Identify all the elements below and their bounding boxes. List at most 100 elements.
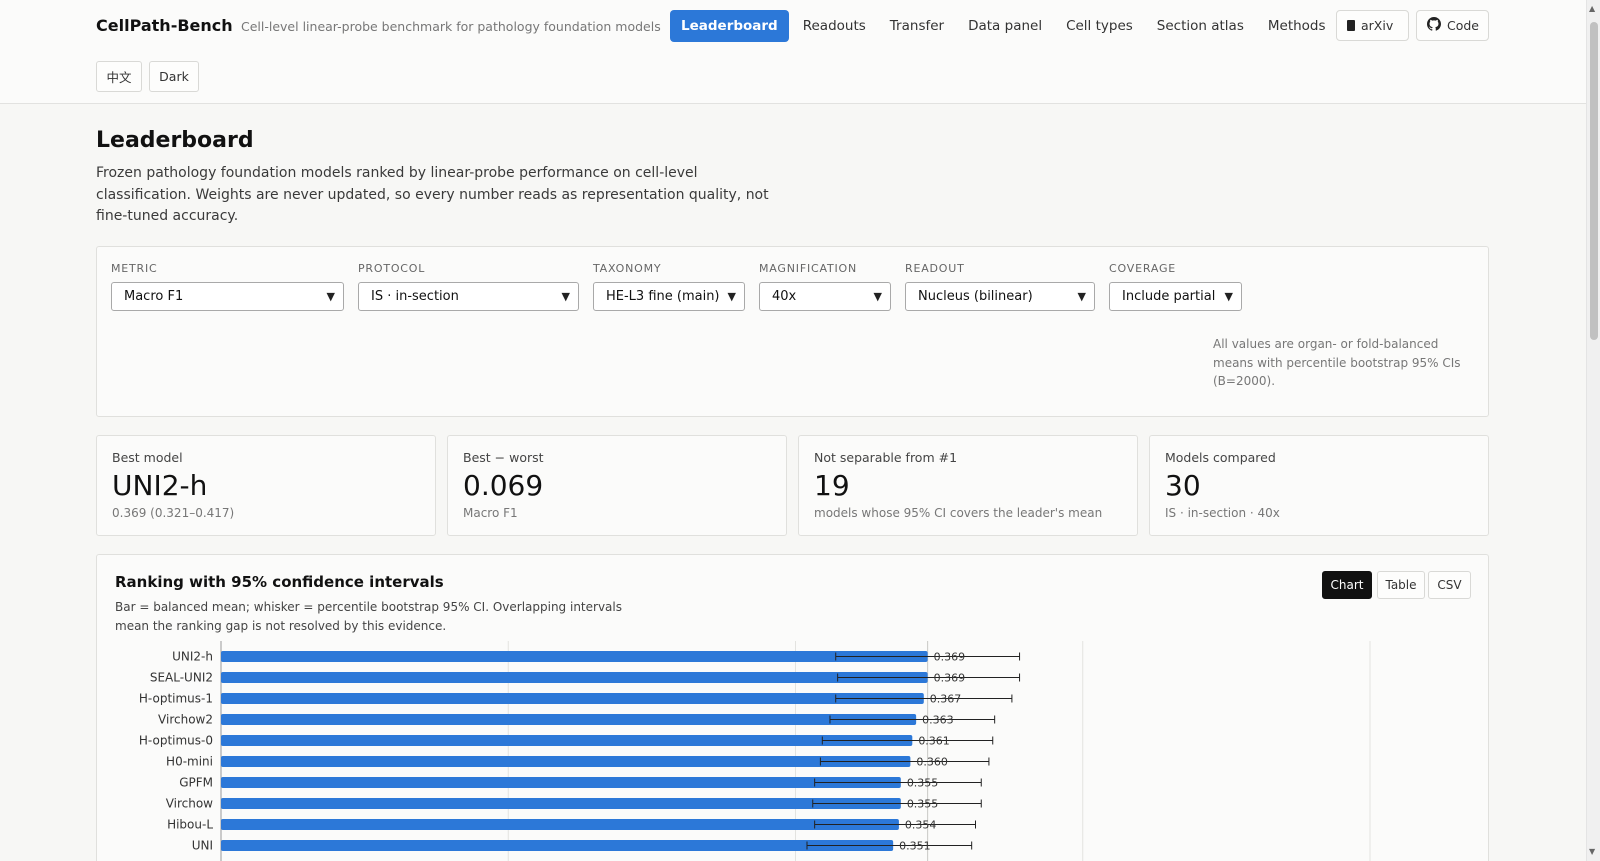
protocol-label: PROTOCOL xyxy=(358,262,426,275)
chevron-down-icon: ▼ xyxy=(873,290,882,303)
magnification-filter: MAGNIFICATION 40x ▼ xyxy=(759,262,891,311)
best-minus-worst-card: Best − worst 0.069 Macro F1 xyxy=(447,435,787,536)
document-icon xyxy=(1347,20,1355,31)
chevron-down-icon: ▼ xyxy=(326,290,335,303)
chevron-down-icon: ▼ xyxy=(561,290,570,303)
chevron-down-icon: ▼ xyxy=(1224,290,1233,303)
bar-value-label: 0.363 xyxy=(922,714,954,727)
metric-value: Macro F1 xyxy=(124,289,184,304)
card-value: 0.069 xyxy=(463,469,544,502)
bar xyxy=(221,840,894,851)
page-title: Leaderboard xyxy=(96,128,254,153)
page-description: Frozen pathology foundation models ranke… xyxy=(96,165,769,224)
bar xyxy=(221,651,928,662)
magnification-value: 40x xyxy=(772,289,797,304)
bar-value-label: 0.369 xyxy=(934,672,966,685)
coverage-value: Include partial xyxy=(1122,289,1216,304)
code-label: Code xyxy=(1447,18,1480,33)
card-label: Not separable from #1 xyxy=(814,450,958,465)
bar xyxy=(221,777,901,788)
top-bar: CellPath-Bench Cell-level linear-probe b… xyxy=(0,0,1586,104)
card-sub: Macro F1 xyxy=(463,506,518,520)
metric-label: METRIC xyxy=(111,262,158,275)
nav-readouts[interactable]: Readouts xyxy=(802,18,866,34)
readout-filter: READOUT Nucleus (bilinear) ▼ xyxy=(905,262,1095,311)
card-value: UNI2-h xyxy=(112,469,208,502)
card-value: 19 xyxy=(814,469,850,502)
bar xyxy=(221,672,928,683)
bar-category-label: H-optimus-0 xyxy=(139,734,213,748)
bar-value-label: 0.369 xyxy=(934,651,966,664)
bar-value-label: 0.354 xyxy=(905,819,937,832)
bar xyxy=(221,693,924,704)
language-toggle-button[interactable]: 中文 xyxy=(96,61,142,92)
bar-value-label: 0.355 xyxy=(907,798,939,811)
ranking-chart: UNI2-h 0.369 SEAL-UNI2 0.369 H-optimus-1 0.36… xyxy=(139,641,1371,861)
ranking-panel: Ranking with 95% confidence intervals Ba… xyxy=(96,554,1489,861)
bar-category-label: H-optimus-1 xyxy=(139,692,213,706)
taxonomy-label: TAXONOMY xyxy=(593,262,662,275)
metric-select[interactable]: Macro F1 ▼ xyxy=(111,282,344,311)
readout-label: READOUT xyxy=(905,262,965,275)
magnification-select[interactable]: 40x ▼ xyxy=(759,282,891,311)
card-label: Best model xyxy=(112,450,183,465)
bar xyxy=(221,735,913,746)
not-separable-card: Not separable from #1 19 models whose 95… xyxy=(798,435,1138,536)
filter-note: All values are organ- or fold-balanced m… xyxy=(1213,337,1461,388)
filter-panel: METRIC Macro F1 ▼ PROTOCOL IS · in-secti… xyxy=(96,246,1489,417)
bar-category-label: STAR xyxy=(182,860,213,861)
brand-tagline: Cell-level linear-probe benchmark for pa… xyxy=(241,19,661,34)
nav-section-atlas[interactable]: Section atlas xyxy=(1156,18,1244,34)
bar-category-label: Hibou-L xyxy=(167,818,213,832)
protocol-select[interactable]: IS · in-section ▼ xyxy=(358,282,579,311)
bar-value-label: 0.355 xyxy=(907,777,939,790)
bar-value-label: 0.351 xyxy=(899,840,931,853)
scroll-up-arrow-icon[interactable]: ▲ xyxy=(1589,4,1596,13)
bar xyxy=(221,756,911,767)
card-label: Models compared xyxy=(1165,450,1276,465)
readout-select[interactable]: Nucleus (bilinear) ▼ xyxy=(905,282,1095,311)
coverage-select[interactable]: Include partial ▼ xyxy=(1109,282,1242,311)
page-scrollbar[interactable]: ▲ ▼ xyxy=(1586,0,1600,861)
code-button[interactable]: Code xyxy=(1416,10,1489,41)
scroll-down-arrow-icon[interactable]: ▼ xyxy=(1589,847,1596,856)
nav-cell-types[interactable]: Cell types xyxy=(1066,18,1133,34)
card-sub: 0.369 (0.321–0.417) xyxy=(112,506,235,520)
readout-value: Nucleus (bilinear) xyxy=(918,289,1033,304)
table-view-button[interactable]: Table xyxy=(1377,571,1425,599)
arxiv-button[interactable]: arXiv xyxy=(1336,10,1409,41)
bar xyxy=(221,819,899,830)
brand-title[interactable]: CellPath-Bench xyxy=(96,16,233,35)
bar-category-label: H0-mini xyxy=(166,755,213,769)
arxiv-label: arXiv xyxy=(1361,18,1394,33)
nav-data-panel[interactable]: Data panel xyxy=(968,18,1043,34)
scrollbar-thumb[interactable] xyxy=(1590,22,1598,340)
ranking-title: Ranking with 95% confidence intervals xyxy=(115,573,444,591)
bar-value-label: 0.361 xyxy=(918,735,950,748)
bar-category-label: UNI2-h xyxy=(172,650,213,664)
taxonomy-select[interactable]: HE-L3 fine (main) ▼ xyxy=(593,282,745,311)
models-compared-card: Models compared 30 IS · in-section · 40x xyxy=(1149,435,1489,536)
bar-value-label: 0.360 xyxy=(916,756,948,769)
magnification-label: MAGNIFICATION xyxy=(759,262,857,275)
bar-category-label: UNI xyxy=(192,839,213,853)
chevron-down-icon: ▼ xyxy=(1077,290,1086,303)
bar-value-label: 0.367 xyxy=(930,693,962,706)
protocol-filter: PROTOCOL IS · in-section ▼ xyxy=(358,262,579,311)
bar xyxy=(221,798,901,809)
nav-transfer[interactable]: Transfer xyxy=(889,18,945,34)
bar-category-label: Virchow xyxy=(166,797,213,811)
bar-category-label: SEAL-UNI2 xyxy=(150,671,213,685)
theme-toggle-button[interactable]: Dark xyxy=(149,61,199,92)
nav-leaderboard[interactable]: Leaderboard xyxy=(670,10,789,42)
best-model-card: Best model UNI2-h 0.369 (0.321–0.417) xyxy=(96,435,436,536)
chart-view-button[interactable]: Chart xyxy=(1322,571,1372,599)
taxonomy-filter: TAXONOMY HE-L3 fine (main) ▼ xyxy=(593,262,745,311)
summary-cards: Best model UNI2-h 0.369 (0.321–0.417) Be… xyxy=(96,435,1489,536)
main-nav: Leaderboard Readouts Transfer Data panel… xyxy=(670,10,1338,42)
nav-methods[interactable]: Methods xyxy=(1267,18,1326,34)
ranking-description: Bar = balanced mean; whisker = percentil… xyxy=(115,600,622,633)
coverage-label: COVERAGE xyxy=(1109,262,1177,275)
protocol-value: IS · in-section xyxy=(371,289,459,304)
csv-download-button[interactable]: CSV xyxy=(1428,571,1471,599)
